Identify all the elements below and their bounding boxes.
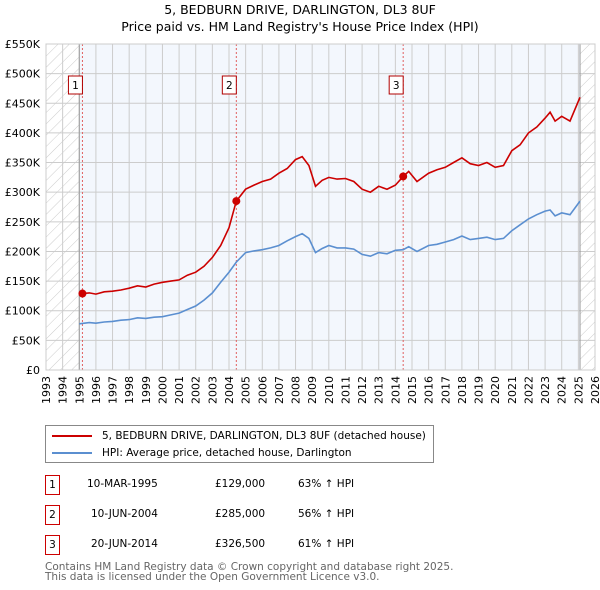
x-tick-label: 2010 <box>323 376 336 404</box>
legend-item-hpi: HPI: Average price, detached house, Darl… <box>46 444 352 461</box>
y-tick-label: £50K <box>12 334 41 347</box>
sale-marker-badge: 1 <box>45 475 60 495</box>
x-tick-label: 2023 <box>539 376 552 404</box>
x-tick-label: 2018 <box>456 376 469 404</box>
x-tick-label: 1993 <box>40 376 53 404</box>
sale-label-box <box>221 75 237 95</box>
chart-subtitle: Price paid vs. HM Land Registry's House … <box>121 19 479 34</box>
x-tick-label: 1996 <box>90 376 103 404</box>
sale-row: 2 10-JUN-2004 £285,000 56% ↑ HPI <box>45 505 445 525</box>
x-tick-label: 2021 <box>506 376 519 404</box>
sale-price: £285,000 <box>215 508 266 520</box>
x-tick-label: 1994 <box>57 376 70 404</box>
sale-label-box <box>388 75 404 95</box>
x-tick-label: 2009 <box>306 376 319 404</box>
red-line-swatch <box>52 434 92 437</box>
sale-date: 10-JUN-2004 <box>91 508 158 520</box>
blue-line-swatch <box>52 451 92 454</box>
legend: 5, BEDBURN DRIVE, DARLINGTON, DL3 8UF (d… <box>45 425 434 463</box>
sale-marker-badge: 2 <box>45 505 60 525</box>
legend-item-property: 5, BEDBURN DRIVE, DARLINGTON, DL3 8UF (d… <box>46 427 426 444</box>
plot-border <box>45 43 596 371</box>
x-tick-label: 2026 <box>589 376 600 404</box>
sale-row: 3 20-JUN-2014 £326,500 61% ↑ HPI <box>45 535 445 555</box>
y-tick-label: £350K <box>5 157 41 170</box>
sale-point <box>78 289 87 298</box>
footer-line: Contains HM Land Registry data © Crown c… <box>45 561 454 573</box>
x-tick-label: 2006 <box>256 376 269 404</box>
x-tick-label: 2015 <box>406 376 419 404</box>
sale-label: 2 <box>226 80 233 92</box>
x-tick-label: 2016 <box>423 376 436 404</box>
plot-area: 1993 1994 1995 1996 1997 1998 1999 2000 2001 2002… <box>5 38 600 404</box>
x-tick-label: 2014 <box>389 376 402 404</box>
x-tick-label: 2004 <box>223 376 236 404</box>
y-tick-label: £0 <box>26 364 40 377</box>
sale-point <box>399 172 408 181</box>
x-tick-label: 2007 <box>273 376 286 404</box>
y-tick-label: £550K <box>5 38 41 51</box>
x-tick-label: 2008 <box>290 376 303 404</box>
footer: Contains HM Land Registry data © Crown c… <box>45 561 454 583</box>
sale-hpi-diff: 56% ↑ HPI <box>298 508 355 520</box>
footer-line: This data is licensed under the Open Gov… <box>45 571 380 583</box>
x-tick-label: 2012 <box>356 376 369 404</box>
sale-date: 20-JUN-2014 <box>91 538 158 550</box>
x-tick-label: 2000 <box>156 376 169 404</box>
no-data-hatch-right <box>580 44 595 370</box>
x-tick-label: 2005 <box>240 376 253 404</box>
x-tick-label: 2011 <box>339 376 352 404</box>
y-tick-label: £400K <box>5 127 41 140</box>
sale-row: 1 10-MAR-1995 £129,000 63% ↑ HPI <box>45 475 445 495</box>
x-tick-label: 1998 <box>123 376 136 404</box>
sale-price: £326,500 <box>215 538 266 550</box>
property-series-line <box>82 96 581 295</box>
sale-hpi-diff: 63% ↑ HPI <box>298 478 355 490</box>
x-tick-label: 2022 <box>522 376 535 404</box>
chart-title: 5, BEDBURN DRIVE, DARLINGTON, DL3 8UF <box>164 2 436 17</box>
x-tick-label: 2013 <box>373 376 386 404</box>
y-tick-label: £450K <box>5 97 41 110</box>
sales-period-band <box>79 44 581 370</box>
x-tick-label: 2025 <box>572 376 585 404</box>
x-tick-label: 2001 <box>173 376 186 404</box>
x-tick-label: 1997 <box>107 376 120 404</box>
y-tick-label: £200K <box>5 245 41 258</box>
sale-label: 3 <box>393 80 400 92</box>
x-tick-label: 1995 <box>73 376 86 404</box>
x-tick-label: 2017 <box>439 376 452 404</box>
y-tick-label: £100K <box>5 305 41 318</box>
x-tick-label: 2020 <box>489 376 502 404</box>
y-tick-label: £500K <box>5 68 41 81</box>
x-tick-label: 2002 <box>190 376 203 404</box>
y-tick-label: £250K <box>5 216 41 229</box>
sale-price: £129,000 <box>215 478 266 490</box>
y-tick-label: £150K <box>5 275 41 288</box>
sale-label: 1 <box>72 80 79 92</box>
legend-label: HPI: Average price, detached house, Darl… <box>102 446 352 459</box>
x-tick-label: 2024 <box>556 376 569 404</box>
hpi-series-line <box>79 200 581 325</box>
sale-point <box>232 197 241 206</box>
sale-date: 10-MAR-1995 <box>87 478 158 490</box>
y-tick-label: £300K <box>5 186 41 199</box>
x-tick-label: 2003 <box>206 376 219 404</box>
x-tick-label: 2019 <box>473 376 486 404</box>
sale-hpi-diff: 61% ↑ HPI <box>298 538 355 550</box>
legend-label: 5, BEDBURN DRIVE, DARLINGTON, DL3 8UF (d… <box>102 429 426 442</box>
sale-label-box <box>67 75 83 95</box>
x-tick-label: 1999 <box>140 376 153 404</box>
sale-marker-badge: 3 <box>45 535 60 555</box>
